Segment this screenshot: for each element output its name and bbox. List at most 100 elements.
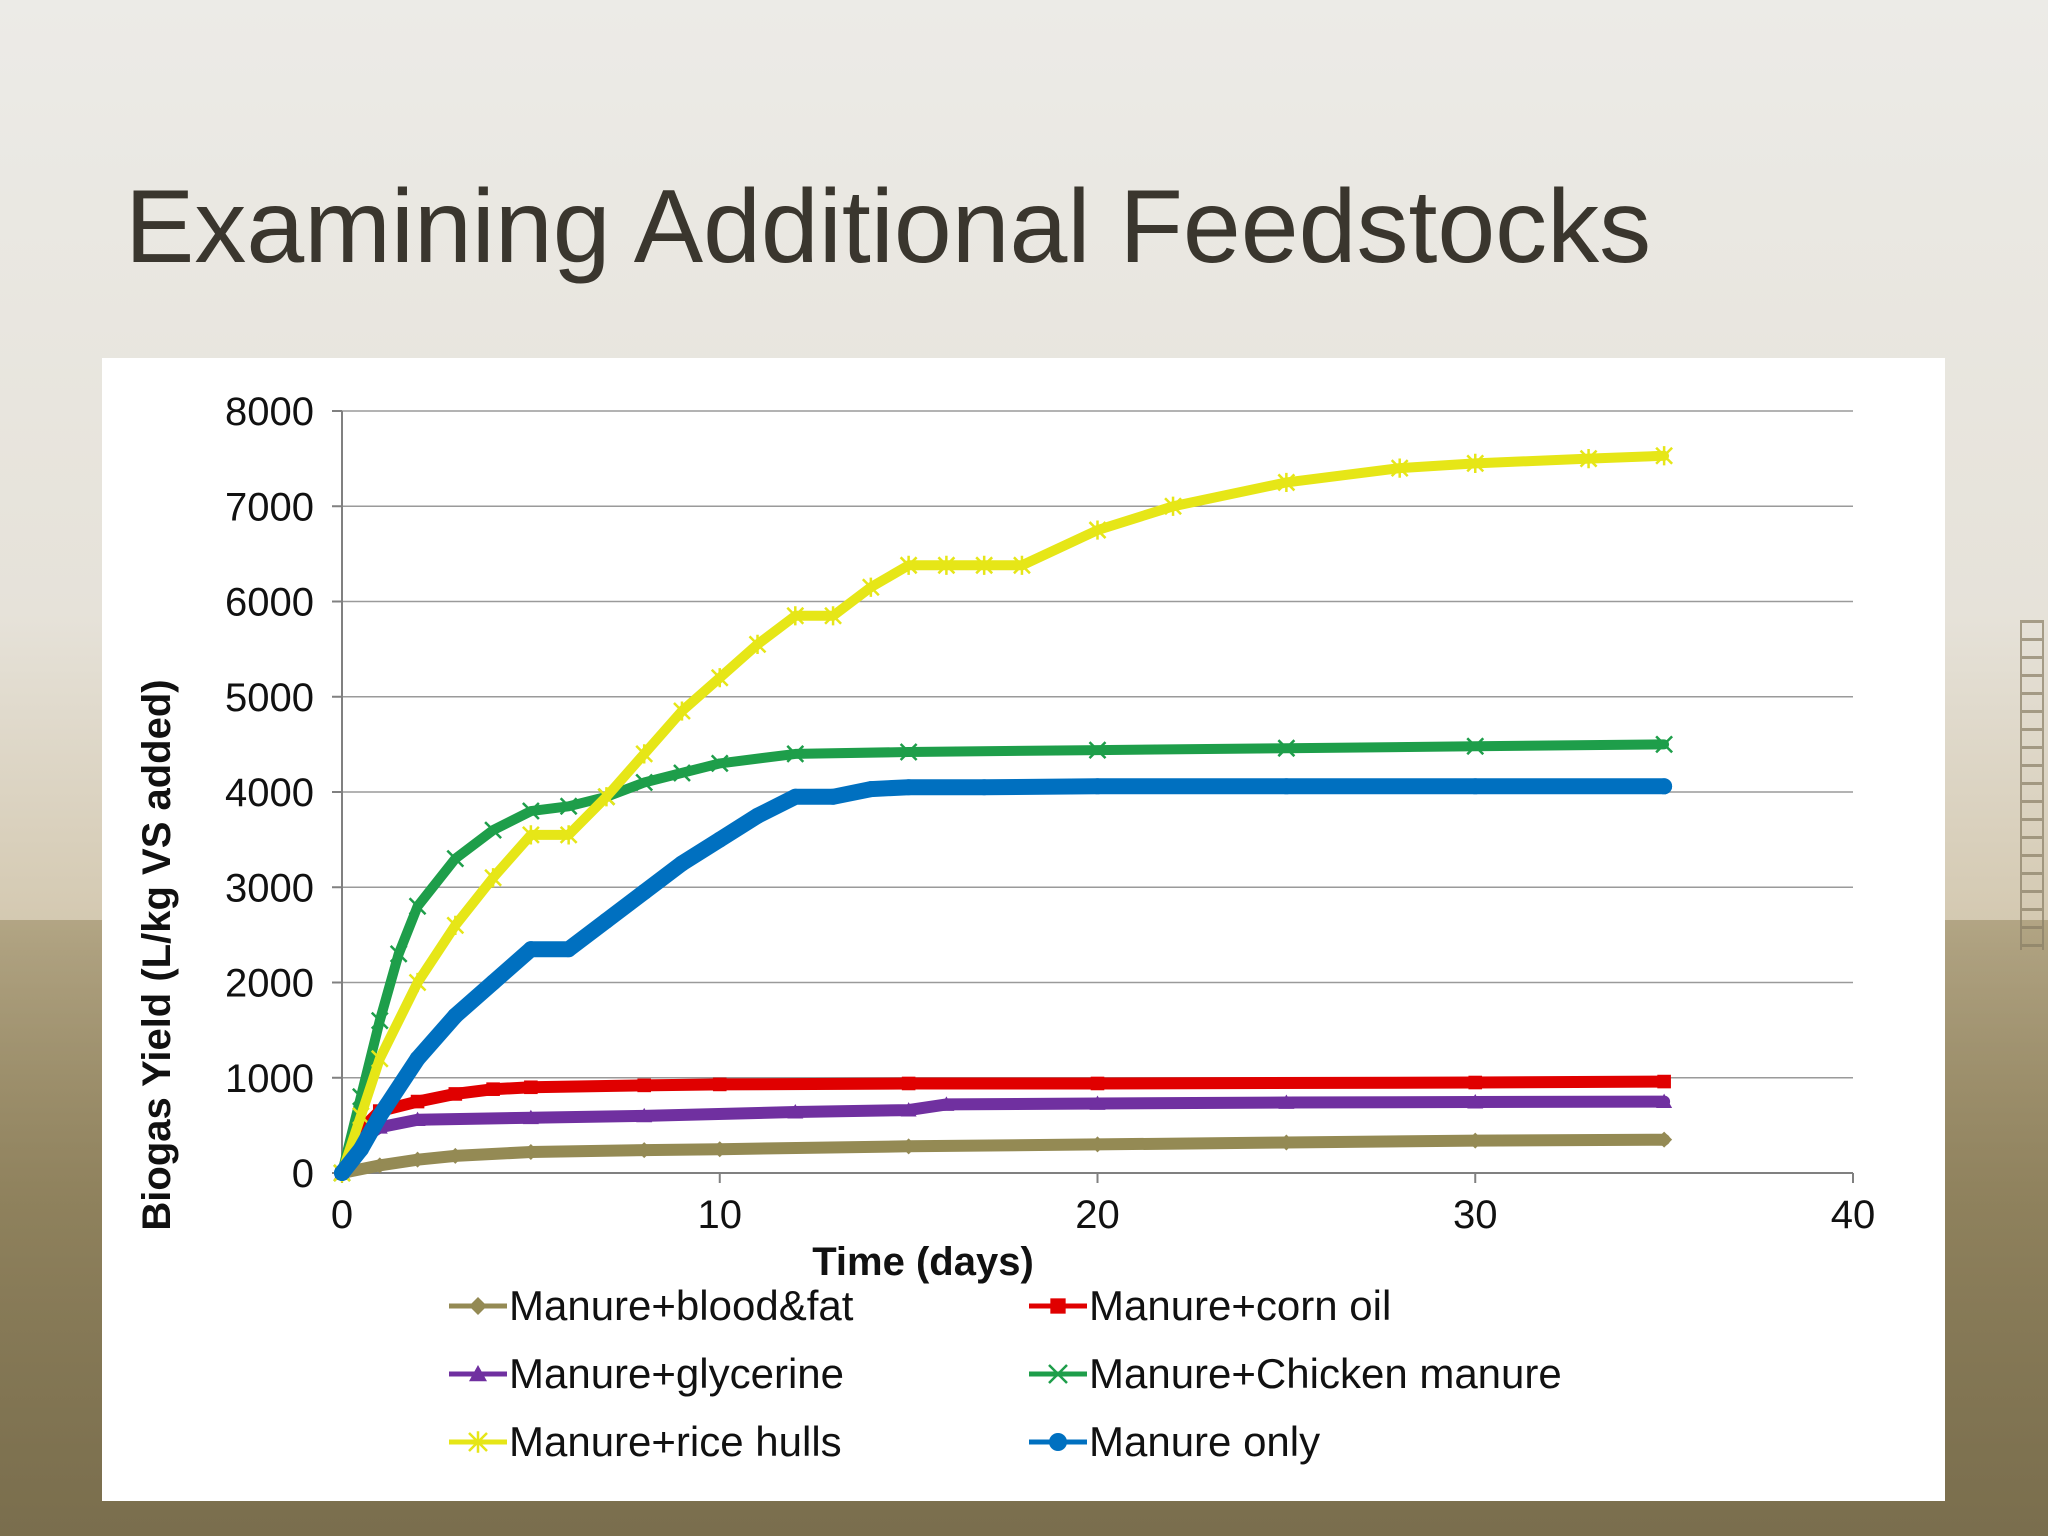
data-point: [1089, 778, 1106, 795]
y-tick-label: 8000: [225, 390, 314, 434]
data-point: [712, 1077, 727, 1092]
data-point: [448, 1087, 463, 1101]
data-point: [862, 781, 879, 798]
data-point: [1655, 735, 1674, 754]
data-point: [1655, 446, 1674, 466]
legend-label: Manure+Chicken manure: [1089, 1350, 1562, 1397]
data-point: [409, 1151, 426, 1168]
legend-swatch: [449, 1297, 507, 1315]
y-axis-label: Biogas Yield (L/kg VS added): [135, 679, 179, 1230]
legend-label: Manure+glycerine: [509, 1350, 845, 1397]
series-manure-blood-fat: [334, 1131, 1673, 1181]
data-point: [824, 606, 842, 626]
data-point: [560, 941, 577, 958]
data-point: [1467, 1132, 1484, 1149]
series-manure-corn-oil: [335, 1074, 1671, 1180]
data-point: [937, 555, 956, 575]
data-point: [524, 1080, 538, 1095]
data-point: [370, 1011, 389, 1030]
series-lines: [333, 446, 1674, 1183]
data-point: [635, 773, 654, 792]
data-point: [900, 779, 917, 796]
data-point: [522, 1109, 539, 1125]
data-point: [899, 743, 918, 761]
data-point: [1657, 1074, 1671, 1089]
data-point: [975, 555, 994, 575]
x-tick-label: 40: [1831, 1193, 1876, 1237]
legend-label: Manure+rice hulls: [509, 1418, 842, 1465]
data-point: [899, 555, 918, 575]
series-line: [334, 778, 1673, 1181]
data-point: [371, 1157, 388, 1174]
data-point: [900, 1102, 917, 1117]
data-point: [636, 884, 653, 901]
legend-swatch: [1029, 1298, 1087, 1314]
data-point: [1466, 737, 1485, 756]
data-point: [409, 1111, 426, 1127]
legend-item: Manure+rice hulls: [447, 1418, 1027, 1465]
data-point: [1013, 555, 1031, 575]
data-point: [1656, 1131, 1673, 1148]
data-point: [370, 1049, 389, 1069]
data-point: [522, 941, 539, 958]
y-tick-label: 3000: [225, 866, 314, 910]
data-point: [1090, 1076, 1105, 1091]
chart-panel: 0 1000 2000 3000 4000 5000 6000 7000 8000 0 10 20 30…: [102, 358, 1945, 1501]
data-point: [1277, 739, 1296, 758]
line-chart: 0 1000 2000 3000 4000 5000 6000 7000 8000 0 10 20 30…: [135, 390, 1875, 1284]
data-point: [1579, 449, 1598, 469]
data-point: [1467, 1094, 1484, 1109]
data-point: [521, 802, 540, 820]
data-point: [352, 1141, 369, 1158]
data-point: [1164, 496, 1182, 516]
data-point: [371, 1107, 388, 1124]
data-point: [635, 744, 654, 764]
data-point: [559, 825, 578, 845]
data-point: [787, 1104, 804, 1119]
data-point: [1089, 1095, 1106, 1110]
chart-legend: Manure+blood&fat Manure+corn oil Manure+gl…: [447, 1282, 1747, 1465]
data-point: [710, 754, 729, 773]
data-point: [1278, 1134, 1295, 1151]
data-point: [976, 779, 993, 796]
data-point: [408, 897, 427, 916]
legend-swatch: [449, 1365, 507, 1382]
y-tick-label: 0: [292, 1152, 314, 1196]
series-line: [336, 1075, 1671, 1179]
slide-title: Examining Additional Feedstocks: [125, 169, 1652, 285]
data-point: [446, 915, 465, 935]
data-point: [521, 825, 540, 845]
series-manure-rice-hulls: [333, 446, 1674, 1183]
legend-item: Manure only: [1027, 1418, 1667, 1465]
axes: 0 1000 2000 3000 4000 5000 6000 7000 8000 0 10 20 30…: [225, 390, 1875, 1237]
data-point: [1278, 1094, 1295, 1109]
data-point: [673, 855, 690, 872]
data-point: [900, 1138, 917, 1155]
y-tick-label: 5000: [225, 676, 314, 720]
data-point: [1088, 520, 1107, 540]
data-point: [559, 797, 578, 816]
data-point: [484, 821, 502, 839]
x-tick-label: 10: [698, 1193, 743, 1237]
data-point: [749, 807, 766, 824]
y-tick-label: 1000: [225, 1057, 314, 1101]
data-point: [1468, 1075, 1483, 1090]
data-point: [1466, 453, 1485, 473]
data-point: [486, 1082, 500, 1096]
data-point: [334, 1165, 350, 1181]
data-point: [901, 1076, 916, 1091]
legend-label: Manure only: [1089, 1418, 1321, 1465]
legend-swatch: [1029, 1433, 1087, 1451]
data-point: [389, 945, 408, 963]
x-tick-label: 0: [331, 1193, 353, 1237]
data-point: [352, 1106, 370, 1126]
data-point: [446, 849, 465, 868]
data-point: [447, 1147, 464, 1164]
data-point: [825, 788, 842, 805]
data-point: [711, 1141, 728, 1158]
data-point: [410, 1094, 425, 1109]
legend-item: Manure+glycerine: [447, 1350, 1027, 1397]
data-point: [636, 1142, 653, 1159]
data-point: [637, 1078, 651, 1093]
data-point: [522, 1144, 539, 1161]
